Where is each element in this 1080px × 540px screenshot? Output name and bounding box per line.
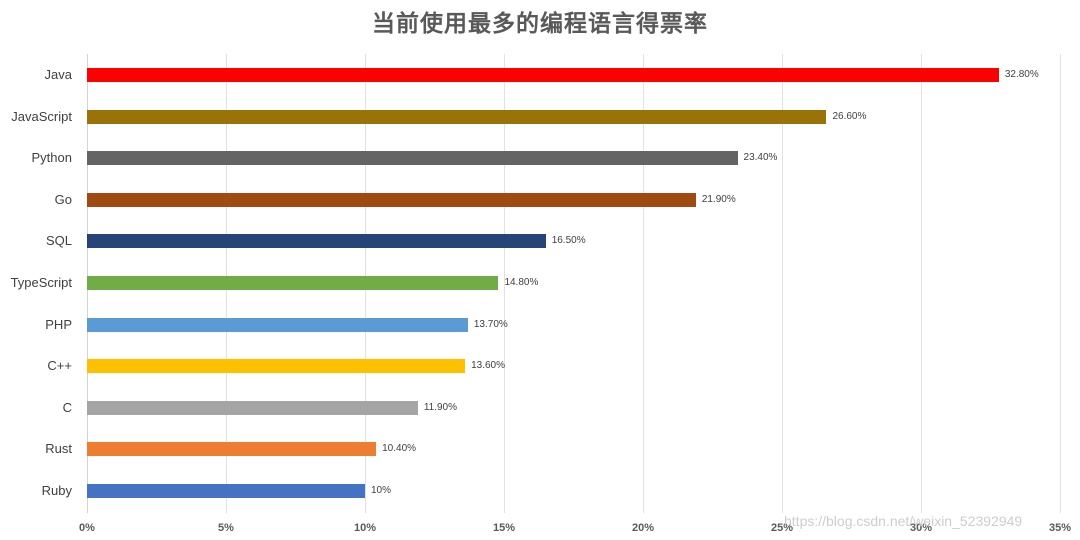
category-label: C [62, 399, 72, 415]
plot-area: 32.80% 26.60% 23.40% 21.90% 16.50% 14.80% 13.7… [87, 54, 1061, 513]
bar-go [87, 192, 696, 207]
x-tick-label: 0% [79, 522, 95, 534]
bar-ruby [87, 484, 365, 498]
gridline [504, 54, 505, 513]
bar-row: 10.40% [87, 442, 1060, 457]
gridline [921, 54, 922, 513]
watermark: https://blog.csdn.net/weixin_52392949 [784, 513, 1023, 529]
bar-php [87, 317, 468, 332]
data-label: 13.60% [471, 360, 505, 372]
data-label: 32.80% [1004, 69, 1039, 80]
category-label: Python [31, 150, 72, 166]
bar-row: 11.90% [87, 400, 1060, 415]
bar-row: 32.80% [87, 68, 1060, 82]
x-tick-label: 25% [770, 522, 794, 534]
bar-sql [87, 234, 546, 249]
data-label: 16.50% [551, 235, 586, 247]
gridline [1060, 54, 1061, 513]
bar-row: 10% [87, 484, 1060, 498]
bar-rust [87, 442, 377, 457]
bar-java [87, 68, 999, 82]
data-label: 13.70% [473, 318, 508, 330]
data-label: 26.60% [832, 110, 867, 122]
bar-row: 23.40% [87, 151, 1060, 166]
bar-row: 21.90% [87, 192, 1060, 207]
x-tick-label: 35% [1048, 522, 1072, 534]
bar-row: 16.50% [87, 234, 1060, 249]
data-label: 11.90% [423, 401, 457, 413]
gridline [643, 54, 644, 513]
bar-javascript [87, 109, 827, 124]
data-label: 10% [371, 485, 392, 496]
chart-title: 当前使用最多的编程语言得票率 [372, 11, 708, 37]
category-label: PHP [45, 316, 72, 332]
bar-row: 13.70% [87, 317, 1060, 332]
gridline [782, 54, 783, 513]
category-label: JavaScript [11, 108, 72, 124]
category-label: TypeScript [10, 275, 72, 290]
data-label: 21.90% [701, 193, 736, 205]
bar-row: 14.80% [87, 276, 1060, 290]
category-label: SQL [45, 233, 72, 249]
data-label: 14.80% [504, 277, 539, 288]
bar-row: 26.60% [87, 109, 1060, 124]
bar-c [87, 400, 418, 415]
category-label: Go [54, 191, 72, 207]
x-tick-label: 5% [218, 522, 234, 534]
category-label: Ruby [41, 483, 72, 498]
data-label: 23.40% [743, 152, 778, 164]
bar-row: 13.60% [87, 359, 1060, 374]
bar-cplusplus [87, 359, 466, 374]
x-tick-label: 30% [909, 522, 933, 534]
category-label: C++ [47, 358, 72, 374]
x-tick-label: 20% [631, 522, 655, 534]
category-label: Java [44, 67, 72, 82]
x-tick-label: 10% [353, 522, 377, 534]
bar-python [87, 151, 738, 166]
category-label: Rust [45, 441, 72, 457]
x-tick-label: 15% [492, 522, 516, 534]
bar-typescript [87, 276, 499, 290]
data-label: 10.40% [382, 443, 417, 455]
